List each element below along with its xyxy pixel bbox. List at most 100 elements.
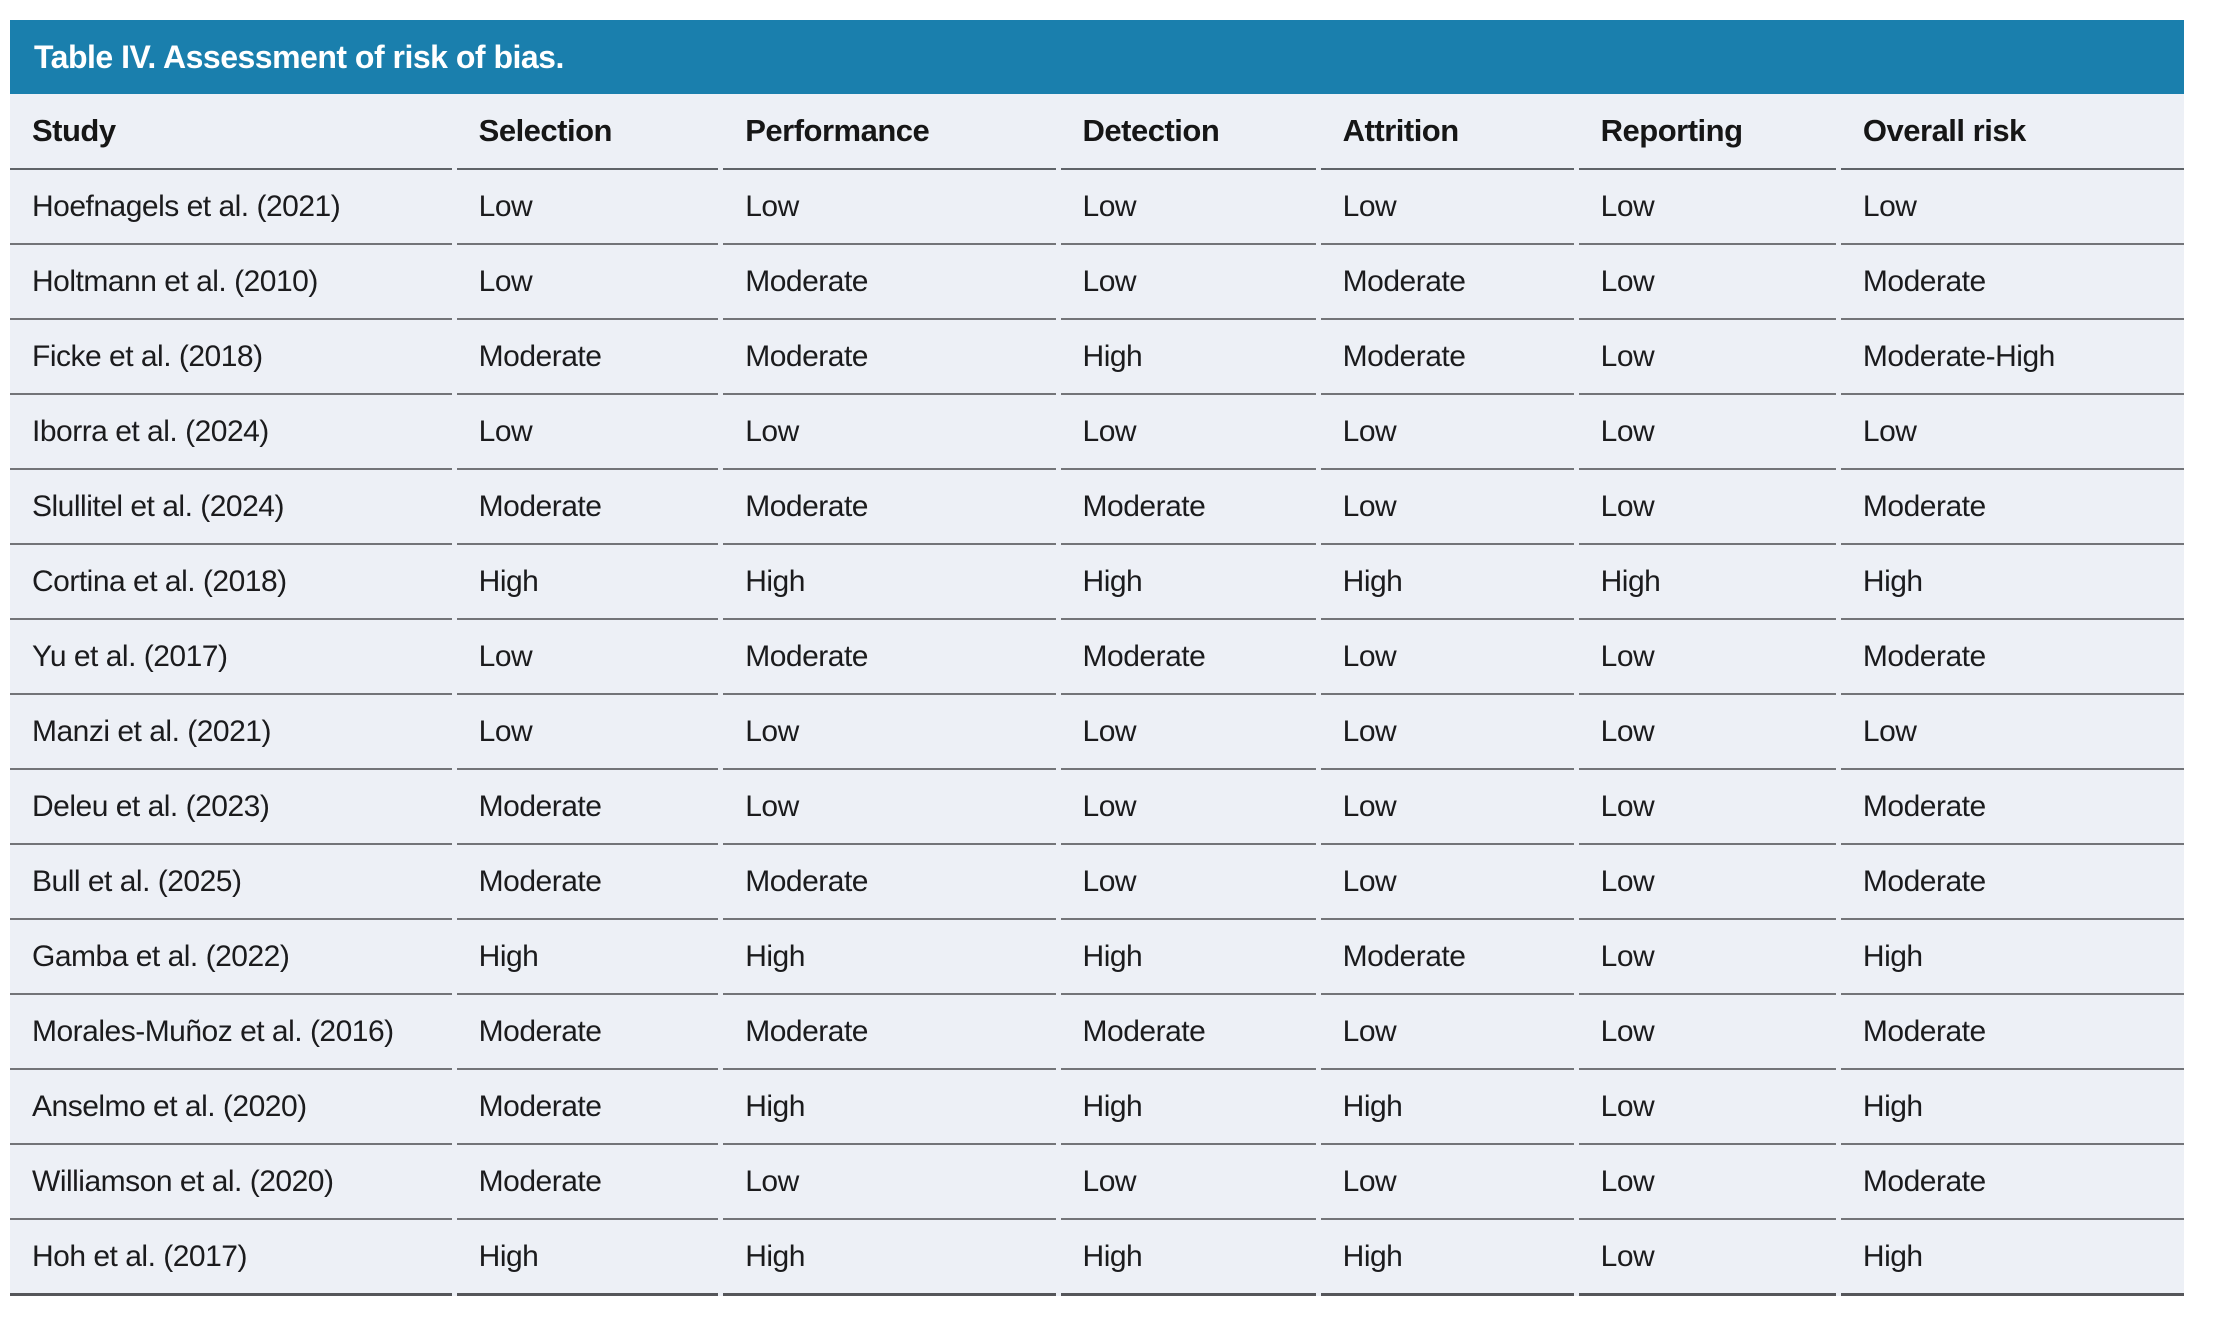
cell-selection: Moderate	[456, 770, 719, 845]
cell-overall: High	[1840, 1070, 2184, 1145]
cell-study: Morales-Muñoz et al. (2016)	[10, 995, 452, 1070]
cell-study: Williamson et al. (2020)	[10, 1145, 452, 1220]
cell-overall: High	[1840, 1220, 2184, 1296]
table-row: Manzi et al. (2021) Low Low Low Low Low Low	[10, 695, 2184, 770]
cell-selection: Low	[456, 620, 719, 695]
cell-reporting: Low	[1578, 1070, 1836, 1145]
cell-performance: Low	[723, 695, 1056, 770]
cell-reporting: Low	[1578, 470, 1836, 545]
cell-study: Deleu et al. (2023)	[10, 770, 452, 845]
cell-attrition: Low	[1320, 620, 1574, 695]
cell-overall: High	[1840, 920, 2184, 995]
cell-study: Ficke et al. (2018)	[10, 320, 452, 395]
cell-reporting: Low	[1578, 620, 1836, 695]
cell-reporting: Low	[1578, 245, 1836, 320]
cell-study: Hoefnagels et al. (2021)	[10, 170, 452, 245]
cell-overall: Low	[1840, 395, 2184, 470]
table-row: Morales-Muñoz et al. (2016) Moderate Moder…	[10, 995, 2184, 1070]
table-row: Hoh et al. (2017) High High High High Low High	[10, 1220, 2184, 1296]
cell-detection: High	[1060, 545, 1316, 620]
cell-study: Anselmo et al. (2020)	[10, 1070, 452, 1145]
cell-performance: Moderate	[723, 245, 1056, 320]
cell-overall: High	[1840, 545, 2184, 620]
bias-assessment-table: Study Selection Performance Detection Attrit…	[10, 94, 2184, 1296]
cell-performance: High	[723, 545, 1056, 620]
cell-attrition: Low	[1320, 470, 1574, 545]
cell-detection: Low	[1060, 245, 1316, 320]
cell-reporting: Low	[1578, 920, 1836, 995]
table-body: Study Selection Performance Detection Attrit…	[10, 94, 2184, 1296]
cell-study: Slullitel et al. (2024)	[10, 470, 452, 545]
table-row: Williamson et al. (2020) Moderate Low Low Lo…	[10, 1145, 2184, 1220]
cell-study: Manzi et al. (2021)	[10, 695, 452, 770]
cell-selection: Low	[456, 245, 719, 320]
cell-reporting: Low	[1578, 1145, 1836, 1220]
cell-reporting: Low	[1578, 995, 1836, 1070]
cell-performance: High	[723, 1220, 1056, 1296]
cell-performance: High	[723, 1070, 1056, 1145]
cell-detection: Low	[1060, 770, 1316, 845]
cell-selection: High	[456, 920, 719, 995]
cell-detection: Moderate	[1060, 620, 1316, 695]
cell-overall: Moderate	[1840, 620, 2184, 695]
cell-detection: High	[1060, 320, 1316, 395]
table-row: Bull et al. (2025) Moderate Moderate Low Low…	[10, 845, 2184, 920]
table-row: Hoefnagels et al. (2021) Low Low Low Low Low L…	[10, 170, 2184, 245]
cell-performance: High	[723, 920, 1056, 995]
table-row: Holtmann et al. (2010) Low Moderate Low Mode…	[10, 245, 2184, 320]
cell-reporting: Low	[1578, 395, 1836, 470]
cell-overall: Moderate	[1840, 995, 2184, 1070]
cell-reporting: Low	[1578, 320, 1836, 395]
cell-selection: Moderate	[456, 845, 719, 920]
cell-detection: Low	[1060, 395, 1316, 470]
cell-attrition: Low	[1320, 770, 1574, 845]
cell-detection: Low	[1060, 170, 1316, 245]
cell-detection: Moderate	[1060, 470, 1316, 545]
cell-selection: Moderate	[456, 995, 719, 1070]
cell-performance: Moderate	[723, 620, 1056, 695]
cell-selection: High	[456, 545, 719, 620]
column-header-reporting: Reporting	[1578, 94, 1836, 170]
cell-attrition: Low	[1320, 170, 1574, 245]
cell-overall: Moderate	[1840, 845, 2184, 920]
cell-reporting: Low	[1578, 170, 1836, 245]
cell-performance: Moderate	[723, 995, 1056, 1070]
cell-attrition: High	[1320, 545, 1574, 620]
cell-detection: Low	[1060, 695, 1316, 770]
cell-overall: Low	[1840, 695, 2184, 770]
cell-selection: Low	[456, 695, 719, 770]
cell-detection: Low	[1060, 1145, 1316, 1220]
cell-reporting: Low	[1578, 1220, 1836, 1296]
cell-attrition: Low	[1320, 695, 1574, 770]
table-row: Deleu et al. (2023) Moderate Low Low Low Low M…	[10, 770, 2184, 845]
cell-performance: Low	[723, 1145, 1056, 1220]
cell-attrition: High	[1320, 1220, 1574, 1296]
cell-selection: High	[456, 1220, 719, 1296]
cell-study: Cortina et al. (2018)	[10, 545, 452, 620]
cell-attrition: High	[1320, 1070, 1574, 1145]
cell-attrition: Low	[1320, 1145, 1574, 1220]
table-row: Cortina et al. (2018) High High High High Hig…	[10, 545, 2184, 620]
cell-selection: Moderate	[456, 470, 719, 545]
table-title-bar: Table IV. Assessment of risk of bias.	[10, 20, 2184, 94]
cell-study: Bull et al. (2025)	[10, 845, 452, 920]
cell-overall: Low	[1840, 170, 2184, 245]
cell-attrition: Moderate	[1320, 245, 1574, 320]
cell-performance: Low	[723, 170, 1056, 245]
risk-of-bias-table: Table IV. Assessment of risk of bias. St…	[10, 20, 2184, 1296]
column-header-detection: Detection	[1060, 94, 1316, 170]
cell-overall: Moderate	[1840, 245, 2184, 320]
table-title: Table IV. Assessment of risk of bias.	[34, 38, 564, 75]
cell-overall: Moderate	[1840, 470, 2184, 545]
cell-performance: Moderate	[723, 320, 1056, 395]
cell-selection: Low	[456, 170, 719, 245]
cell-attrition: Moderate	[1320, 920, 1574, 995]
cell-study: Gamba et al. (2022)	[10, 920, 452, 995]
cell-attrition: Low	[1320, 995, 1574, 1070]
cell-attrition: Low	[1320, 845, 1574, 920]
column-header-overall: Overall risk	[1840, 94, 2184, 170]
cell-study: Holtmann et al. (2010)	[10, 245, 452, 320]
cell-study: Yu et al. (2017)	[10, 620, 452, 695]
cell-selection: Moderate	[456, 1145, 719, 1220]
cell-study: Hoh et al. (2017)	[10, 1220, 452, 1296]
